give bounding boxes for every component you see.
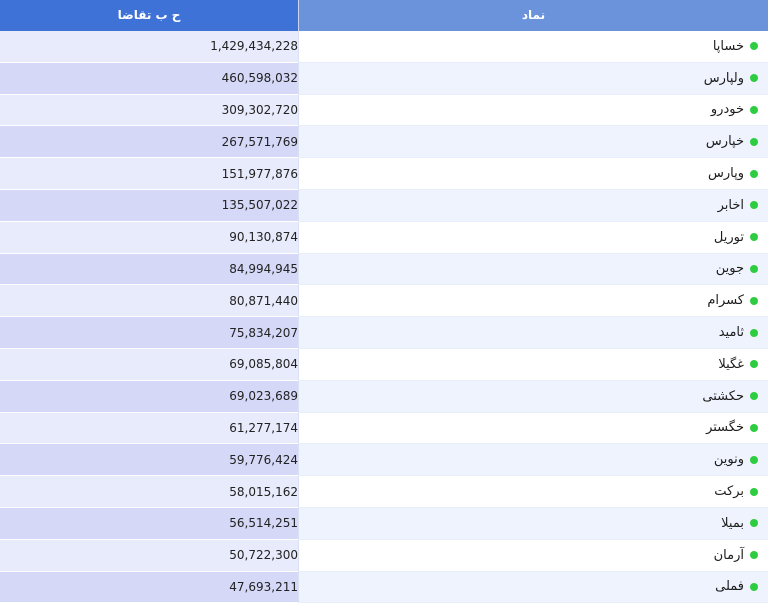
symbol-cell[interactable]: آرمان (298, 539, 768, 572)
symbol-cell[interactable]: ونوین (298, 444, 768, 477)
demand-value: 61,277,174 (0, 412, 298, 445)
table-row[interactable]: کسرام 80,871,440 (0, 285, 768, 318)
table-row[interactable]: غگیلا 69,085,804 (0, 348, 768, 381)
demand-value: 69,085,804 (0, 348, 298, 381)
symbol-name[interactable]: آرمان (713, 547, 744, 563)
symbol-cell[interactable]: خپارس (298, 126, 768, 159)
table-row[interactable]: بمیلا 56,514,251 (0, 507, 768, 540)
status-dot-icon (750, 137, 758, 146)
demand-value: 75,834,207 (0, 317, 298, 349)
symbol-cell[interactable]: برکت (298, 476, 768, 508)
symbol-name[interactable]: کسرام (707, 293, 744, 309)
column-header-demand[interactable]: ح ب تقاضا (0, 0, 298, 31)
status-dot-icon (750, 487, 758, 496)
symbol-name[interactable]: حکشتی (702, 388, 744, 404)
status-dot-icon (750, 455, 758, 464)
symbol-name[interactable]: توریل (713, 229, 744, 245)
demand-value: 90,130,874 (0, 221, 298, 254)
symbol-name[interactable]: بمیلا (721, 515, 744, 531)
column-header-symbol[interactable]: نماد (298, 0, 768, 31)
symbol-cell[interactable]: ثامید (298, 317, 768, 349)
symbol-cell[interactable]: خگستر (298, 412, 768, 445)
symbol-cell[interactable]: غگیلا (298, 348, 768, 381)
status-dot-icon (750, 264, 758, 273)
table-row[interactable]: جوین 84,994,945 (0, 253, 768, 286)
symbol-cell[interactable]: توریل (298, 221, 768, 254)
symbol-cell[interactable]: خساپا (298, 31, 768, 63)
demand-value: 58,015,162 (0, 476, 298, 508)
status-dot-icon (750, 233, 758, 242)
symbol-name[interactable]: خگستر (706, 420, 744, 436)
table-row[interactable]: خگستر 61,277,174 (0, 412, 768, 445)
table-row[interactable]: اخابر 135,507,022 (0, 189, 768, 222)
status-dot-icon (750, 551, 758, 560)
symbol-cell[interactable]: فملی (298, 571, 768, 604)
status-dot-icon (750, 392, 758, 401)
table-row[interactable]: برکت 58,015,162 (0, 476, 768, 508)
status-dot-icon (750, 582, 758, 591)
symbol-cell[interactable]: وپارس (298, 158, 768, 190)
table-row[interactable]: ثامید 75,834,207 (0, 317, 768, 349)
symbol-cell[interactable]: خودرو (298, 94, 768, 127)
symbol-name[interactable]: خساپا (712, 38, 744, 54)
status-dot-icon (750, 42, 758, 51)
table-row[interactable]: حکشتی 69,023,689 (0, 380, 768, 413)
table-row[interactable]: خپارس 267,571,769 (0, 126, 768, 159)
table-row[interactable]: خودرو 309,302,720 (0, 94, 768, 127)
status-dot-icon (750, 360, 758, 369)
symbol-cell[interactable]: جوین (298, 253, 768, 286)
table-body: خساپا 1,429,434,228 ولپارس 460,598,032 خودرو… (0, 31, 768, 604)
demand-value: 59,776,424 (0, 444, 298, 477)
symbol-name[interactable]: اخابر (717, 197, 744, 213)
table-row[interactable]: توریل 90,130,874 (0, 221, 768, 254)
table-row[interactable]: آرمان 50,722,300 (0, 539, 768, 572)
demand-value: 309,302,720 (0, 94, 298, 127)
symbol-name[interactable]: فملی (715, 579, 744, 595)
symbol-cell[interactable]: ولپارس (298, 62, 768, 95)
status-dot-icon (750, 328, 758, 337)
symbol-cell[interactable]: حکشتی (298, 380, 768, 413)
status-dot-icon (750, 74, 758, 83)
table-row[interactable]: فملی 47,693,211 (0, 571, 768, 604)
table-row[interactable]: وپارس 151,977,876 (0, 158, 768, 190)
symbol-name[interactable]: ولپارس (703, 70, 744, 86)
demand-value: 50,722,300 (0, 539, 298, 572)
symbol-cell[interactable]: بمیلا (298, 507, 768, 540)
table-row[interactable]: ونوین 59,776,424 (0, 444, 768, 477)
table-row[interactable]: ولپارس 460,598,032 (0, 62, 768, 95)
demand-value: 80,871,440 (0, 285, 298, 318)
symbol-name[interactable]: خودرو (710, 102, 744, 118)
symbol-cell[interactable]: کسرام (298, 285, 768, 318)
status-dot-icon (750, 423, 758, 432)
status-dot-icon (750, 519, 758, 528)
demand-value: 267,571,769 (0, 126, 298, 159)
symbol-cell[interactable]: اخابر (298, 189, 768, 222)
status-dot-icon (750, 296, 758, 305)
symbol-name[interactable]: ونوین (713, 452, 744, 468)
demand-value: 135,507,022 (0, 189, 298, 222)
demand-value: 47,693,211 (0, 571, 298, 604)
table-header: نماد ح ب تقاضا (0, 0, 768, 31)
symbol-name[interactable]: جوین (715, 261, 744, 277)
symbol-name[interactable]: خپارس (705, 134, 744, 150)
demand-value: 1,429,434,228 (0, 31, 298, 63)
symbol-name[interactable]: غگیلا (718, 356, 744, 372)
demand-value: 460,598,032 (0, 62, 298, 95)
demand-value: 69,023,689 (0, 380, 298, 413)
symbol-name[interactable]: وپارس (707, 166, 744, 182)
status-dot-icon (750, 169, 758, 178)
status-dot-icon (750, 201, 758, 210)
demand-value: 56,514,251 (0, 507, 298, 540)
symbol-name[interactable]: برکت (714, 484, 744, 500)
table-row[interactable]: خساپا 1,429,434,228 (0, 31, 768, 63)
demand-value: 84,994,945 (0, 253, 298, 286)
demand-value: 151,977,876 (0, 158, 298, 190)
symbol-name[interactable]: ثامید (718, 325, 744, 341)
status-dot-icon (750, 105, 758, 114)
